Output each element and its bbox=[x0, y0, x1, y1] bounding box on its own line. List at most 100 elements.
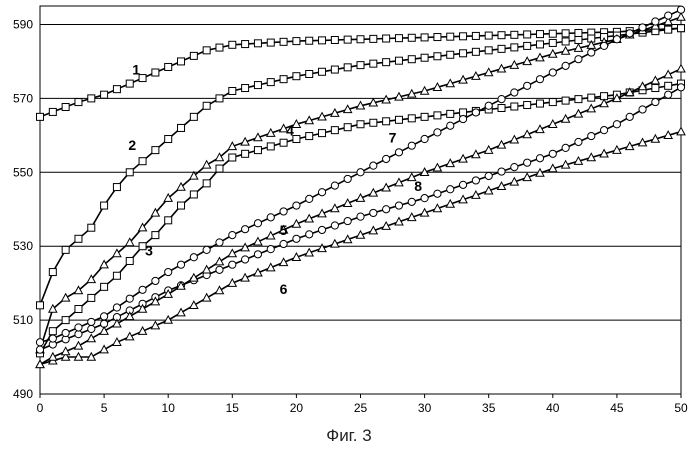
data-point bbox=[267, 214, 274, 221]
data-point bbox=[549, 150, 556, 157]
data-point bbox=[152, 69, 159, 76]
data-point bbox=[370, 35, 377, 42]
data-point bbox=[293, 235, 300, 242]
data-point bbox=[678, 25, 685, 32]
data-point bbox=[434, 129, 441, 136]
data-point bbox=[383, 59, 390, 66]
data-point bbox=[242, 150, 249, 157]
data-point bbox=[36, 346, 43, 353]
data-point bbox=[357, 62, 364, 69]
data-point bbox=[524, 159, 531, 166]
data-point bbox=[88, 325, 95, 332]
data-point bbox=[62, 317, 69, 324]
x-tick-label: 35 bbox=[482, 401, 496, 415]
data-point bbox=[434, 190, 441, 197]
x-tick-label: 50 bbox=[674, 401, 688, 415]
data-point bbox=[447, 122, 454, 129]
data-point bbox=[101, 313, 108, 320]
data-point bbox=[203, 102, 210, 109]
data-point bbox=[383, 118, 390, 125]
data-point bbox=[88, 294, 95, 301]
data-point bbox=[370, 209, 377, 216]
data-point bbox=[306, 133, 313, 140]
data-point bbox=[75, 99, 82, 106]
data-point bbox=[216, 239, 223, 246]
data-point bbox=[588, 94, 595, 101]
data-point bbox=[472, 109, 479, 116]
data-point bbox=[165, 63, 172, 70]
series-label-3: 3 bbox=[145, 242, 153, 258]
y-tick-label: 570 bbox=[13, 91, 33, 105]
data-point bbox=[254, 220, 261, 227]
data-point bbox=[229, 41, 236, 48]
data-point bbox=[524, 31, 531, 38]
data-point bbox=[254, 251, 261, 258]
data-point bbox=[75, 235, 82, 242]
data-point bbox=[178, 58, 185, 65]
data-point bbox=[639, 106, 646, 113]
data-point bbox=[152, 232, 159, 239]
data-point bbox=[524, 102, 531, 109]
data-point bbox=[524, 82, 531, 89]
y-tick-label: 530 bbox=[13, 239, 33, 253]
data-point bbox=[562, 38, 569, 45]
data-point bbox=[511, 103, 518, 110]
data-point bbox=[62, 329, 69, 336]
series-label-1: 1 bbox=[132, 61, 140, 77]
data-point bbox=[626, 113, 633, 120]
data-point bbox=[203, 47, 210, 54]
data-point bbox=[242, 256, 249, 263]
data-point bbox=[665, 82, 672, 89]
series-label-6: 6 bbox=[280, 281, 288, 297]
data-point bbox=[613, 36, 620, 43]
data-point bbox=[49, 335, 56, 342]
data-point bbox=[408, 198, 415, 205]
x-tick-label: 45 bbox=[610, 401, 624, 415]
data-point bbox=[536, 100, 543, 107]
data-point bbox=[421, 113, 428, 120]
data-point bbox=[536, 76, 543, 83]
data-point bbox=[318, 189, 325, 196]
data-point bbox=[536, 31, 543, 38]
data-point bbox=[344, 36, 351, 43]
data-point bbox=[575, 29, 582, 36]
data-point bbox=[306, 231, 313, 238]
data-point bbox=[562, 97, 569, 104]
data-point bbox=[344, 175, 351, 182]
data-point bbox=[101, 91, 108, 98]
data-point bbox=[139, 286, 146, 293]
data-point bbox=[421, 34, 428, 41]
data-point bbox=[498, 32, 505, 39]
data-point bbox=[575, 96, 582, 103]
data-point bbox=[293, 202, 300, 209]
data-point bbox=[511, 44, 518, 51]
data-point bbox=[293, 136, 300, 143]
x-tick-label: 0 bbox=[37, 401, 44, 415]
data-point bbox=[62, 246, 69, 253]
data-point bbox=[383, 155, 390, 162]
figure-caption: Фиг. 3 bbox=[0, 426, 698, 446]
data-point bbox=[280, 139, 287, 146]
data-point bbox=[203, 246, 210, 253]
data-point bbox=[293, 73, 300, 80]
data-point bbox=[126, 257, 133, 264]
y-tick-label: 510 bbox=[13, 313, 33, 327]
series-label-4: 4 bbox=[286, 122, 294, 138]
data-point bbox=[395, 116, 402, 123]
data-point bbox=[49, 328, 56, 335]
x-tick-label: 25 bbox=[354, 401, 368, 415]
data-point bbox=[216, 165, 223, 172]
data-point bbox=[357, 213, 364, 220]
data-point bbox=[408, 142, 415, 149]
data-point bbox=[216, 95, 223, 102]
data-point bbox=[165, 136, 172, 143]
data-point bbox=[331, 36, 338, 43]
data-point bbox=[113, 304, 120, 311]
data-point bbox=[190, 52, 197, 59]
x-tick-label: 30 bbox=[418, 401, 432, 415]
data-point bbox=[588, 132, 595, 139]
data-point bbox=[575, 138, 582, 145]
data-point bbox=[242, 226, 249, 233]
data-point bbox=[370, 60, 377, 67]
data-point bbox=[242, 41, 249, 48]
